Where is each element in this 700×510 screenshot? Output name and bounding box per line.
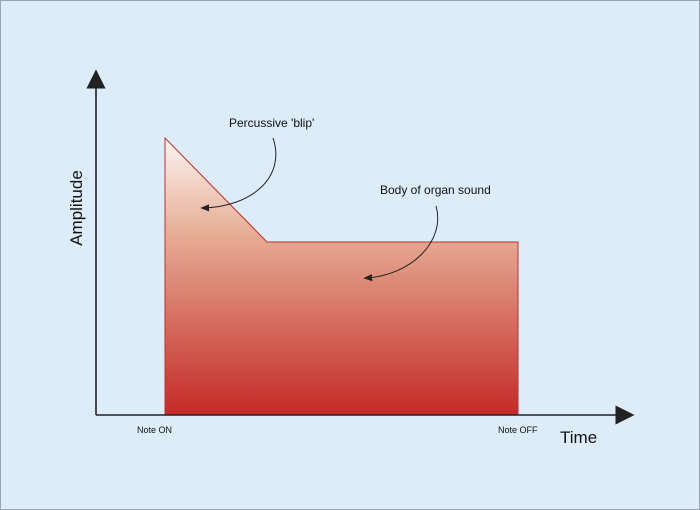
- body-annotation-arrow: [363, 205, 439, 282]
- percussive-blip-annotation: Percussive 'blip': [229, 116, 315, 130]
- note-on-label: Note ON: [137, 425, 173, 435]
- y-axis-label: Amplitude: [67, 170, 86, 246]
- amplitude-envelope: [164, 136, 519, 416]
- note-off-label: Note OFF: [498, 425, 538, 435]
- organ-body-annotation: Body of organ sound: [380, 183, 491, 197]
- percussive-annotation-arrow: [200, 137, 277, 212]
- x-axis-label: Time: [560, 428, 598, 447]
